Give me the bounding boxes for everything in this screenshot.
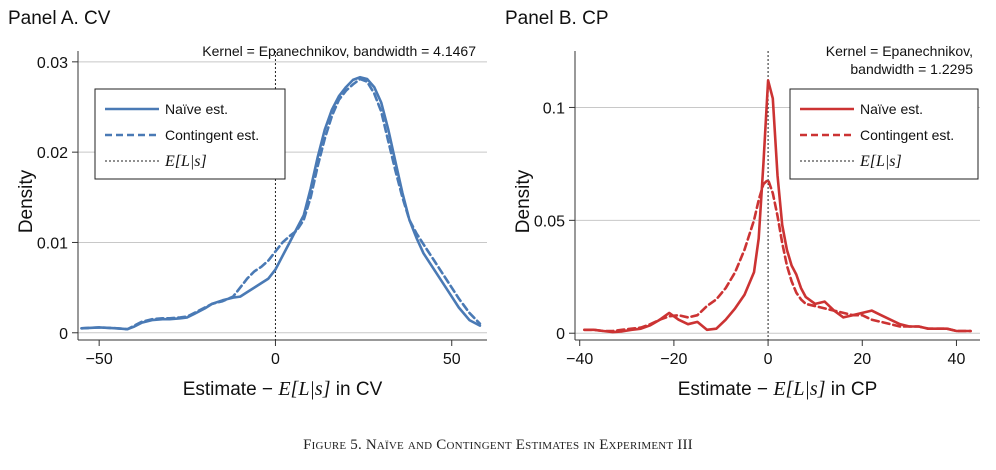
x-axis-label-prefix: Estimate − xyxy=(183,379,279,400)
legend-label: Naïve est. xyxy=(165,101,228,117)
x-tick-label: −40 xyxy=(566,351,593,368)
x-tick-label: 0 xyxy=(764,351,773,368)
y-tick-label: 0.01 xyxy=(37,235,68,252)
legend-label: Contingent est. xyxy=(860,127,954,143)
contingent-series-line xyxy=(583,178,972,333)
x-axis-label-suffix: in CP xyxy=(826,379,878,400)
x-axis-label-math: E[L|s] xyxy=(277,378,330,400)
legend-label: E[L|s] xyxy=(164,153,207,170)
x-tick-label: −20 xyxy=(660,351,687,368)
x-axis-label: Estimate − E[L|s] in CV xyxy=(183,378,383,400)
legend-label: E[L|s] xyxy=(859,153,902,170)
legend-label: Naïve est. xyxy=(860,101,923,117)
y-axis-label: Density xyxy=(16,169,37,233)
y-tick-label: 0.02 xyxy=(37,145,68,162)
x-axis-label-prefix: Estimate − xyxy=(678,379,774,400)
contingent-series-line xyxy=(80,77,482,331)
panel-b: Panel B. CP 0 0.05 0.1 −40 −20 0 20 40 Density Est… xyxy=(505,8,980,400)
y-tick-label: 0.03 xyxy=(37,55,68,72)
x-tick-label: −50 xyxy=(86,351,113,368)
legend-label: Contingent est. xyxy=(165,127,259,143)
kernel-annotation: bandwidth = 1.2295 xyxy=(850,61,973,77)
y-tick-label: 0.1 xyxy=(543,100,565,117)
kernel-annotation: Kernel = Epanechnikov, bandwidth = 4.146… xyxy=(202,43,476,59)
y-tick-label: 0 xyxy=(556,326,565,343)
panel-title: Panel A. CV xyxy=(8,8,111,29)
x-axis-label: Estimate − E[L|s] in CP xyxy=(678,378,878,400)
kernel-annotation: Kernel = Epanechnikov, xyxy=(826,43,973,59)
legend-box xyxy=(789,88,979,180)
naive-series-line xyxy=(583,79,972,334)
panel-a: Panel A. CV 0 0.01 0.02 0.03 −50 0 50 Density Est… xyxy=(8,8,487,400)
y-tick-label: 0.05 xyxy=(534,213,565,230)
x-tick-label: 50 xyxy=(443,351,461,368)
figure-caption: Figure 5. Naïve and Contingent Estimates… xyxy=(303,437,693,453)
x-tick-label: 0 xyxy=(271,351,280,368)
legend-box xyxy=(94,88,286,180)
x-tick-label: 40 xyxy=(948,351,966,368)
y-tick-label: 0 xyxy=(59,326,68,343)
x-axis-label-suffix: in CV xyxy=(331,379,383,400)
y-axis-label: Density xyxy=(513,169,534,233)
x-axis-label-math: E[L|s] xyxy=(772,378,825,400)
x-tick-label: 20 xyxy=(853,351,871,368)
panel-title: Panel B. CP xyxy=(505,8,609,29)
